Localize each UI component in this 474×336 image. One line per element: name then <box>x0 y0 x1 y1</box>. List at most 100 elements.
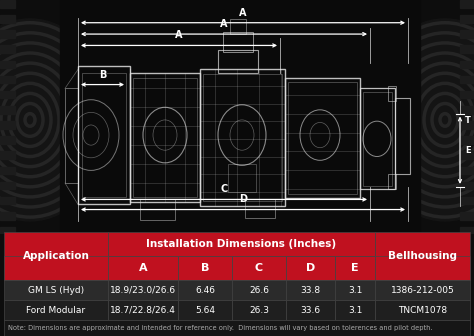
Bar <box>60 0 420 234</box>
Bar <box>460 0 474 8</box>
Bar <box>460 30 474 38</box>
Bar <box>245 200 275 218</box>
Text: 6.46: 6.46 <box>195 286 215 295</box>
Bar <box>375 280 470 300</box>
Bar <box>388 86 396 101</box>
Text: D: D <box>306 263 315 273</box>
Bar <box>0 212 15 220</box>
Bar <box>460 197 474 205</box>
Bar <box>0 167 15 174</box>
Bar <box>232 256 286 280</box>
Text: T: T <box>465 116 471 125</box>
Text: Note: Dimensions are approximate and intended for reference only.  Dimensions wi: Note: Dimensions are approximate and int… <box>8 325 432 331</box>
Text: 5.64: 5.64 <box>195 305 215 314</box>
Bar <box>78 66 130 205</box>
Bar <box>0 45 15 53</box>
Text: 18.9/23.0/26.6: 18.9/23.0/26.6 <box>110 286 176 295</box>
Bar <box>140 200 175 220</box>
Bar <box>0 30 15 38</box>
Bar <box>460 76 474 83</box>
Bar <box>460 121 474 129</box>
Bar <box>4 232 108 280</box>
Text: 3.1: 3.1 <box>348 305 362 314</box>
Bar <box>0 182 15 190</box>
Bar <box>178 280 232 300</box>
Text: E: E <box>465 146 471 155</box>
Bar <box>460 227 474 235</box>
Bar <box>230 19 246 34</box>
Bar <box>0 0 15 8</box>
Bar <box>0 15 15 23</box>
Bar <box>203 75 282 201</box>
Bar <box>0 227 15 235</box>
Text: C: C <box>255 263 263 273</box>
Circle shape <box>365 19 474 221</box>
Bar <box>130 73 200 202</box>
Bar <box>0 60 15 68</box>
Text: B: B <box>201 263 209 273</box>
Text: Installation Dimensions (Inches): Installation Dimensions (Inches) <box>146 239 337 249</box>
Text: Application: Application <box>23 251 90 261</box>
Bar <box>460 106 474 114</box>
Bar <box>395 98 410 174</box>
Bar <box>65 88 78 183</box>
Text: 3.1: 3.1 <box>348 286 362 295</box>
Bar <box>223 32 253 52</box>
Bar <box>0 197 15 205</box>
Bar <box>0 136 15 144</box>
Text: A: A <box>220 19 228 29</box>
Text: A: A <box>139 263 147 273</box>
Text: 18.7/22.8/26.4: 18.7/22.8/26.4 <box>110 305 176 314</box>
Bar <box>108 232 375 256</box>
Bar <box>4 300 108 320</box>
Bar <box>460 136 474 144</box>
Text: 33.8: 33.8 <box>301 286 320 295</box>
Text: 26.3: 26.3 <box>249 305 269 314</box>
Bar <box>178 256 232 280</box>
Bar <box>0 152 15 159</box>
Bar <box>286 256 335 280</box>
Bar <box>460 152 474 159</box>
Bar <box>375 300 470 320</box>
Bar <box>460 15 474 23</box>
Bar <box>133 78 197 197</box>
Text: D: D <box>239 195 247 205</box>
Bar <box>360 88 395 190</box>
Bar <box>82 73 126 197</box>
Bar <box>460 182 474 190</box>
Bar <box>0 76 15 83</box>
Bar <box>286 280 335 300</box>
Bar <box>460 167 474 174</box>
Bar <box>335 256 375 280</box>
Bar <box>375 232 470 280</box>
Text: A: A <box>239 8 247 18</box>
Bar <box>335 280 375 300</box>
Bar <box>178 300 232 320</box>
Bar <box>108 300 178 320</box>
Bar <box>375 256 470 280</box>
Bar <box>363 92 392 185</box>
Bar <box>0 91 15 98</box>
Bar <box>0 121 15 129</box>
Bar <box>460 212 474 220</box>
Bar <box>4 256 108 280</box>
Text: A: A <box>175 30 183 40</box>
Bar <box>108 256 178 280</box>
Text: 26.6: 26.6 <box>249 286 269 295</box>
Bar <box>108 280 178 300</box>
Text: Ford Modular: Ford Modular <box>27 305 86 314</box>
Text: 1386-212-005: 1386-212-005 <box>391 286 455 295</box>
Bar <box>388 174 396 190</box>
Bar <box>4 320 470 336</box>
Bar <box>200 70 285 206</box>
Text: C: C <box>220 184 228 195</box>
Text: E: E <box>351 263 359 273</box>
Text: GM LS (Hyd): GM LS (Hyd) <box>28 286 84 295</box>
Text: TNCM1078: TNCM1078 <box>398 305 447 314</box>
Bar <box>460 45 474 53</box>
Bar <box>285 78 360 198</box>
Bar <box>0 106 15 114</box>
Text: B: B <box>99 70 106 80</box>
Bar <box>4 280 108 300</box>
Bar <box>232 300 286 320</box>
